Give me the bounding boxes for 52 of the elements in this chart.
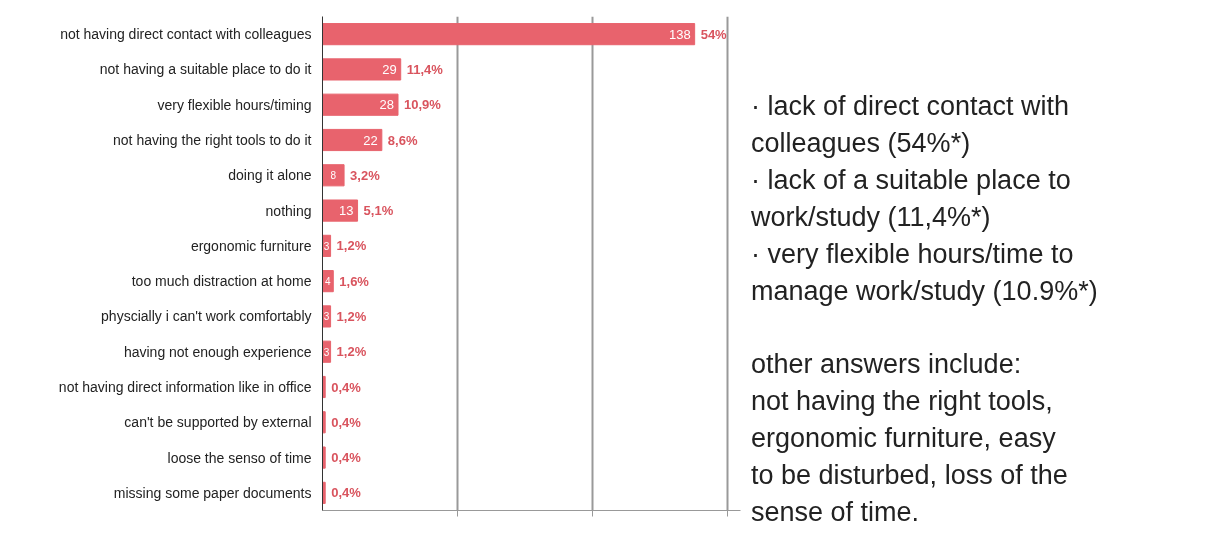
- annotation: 11,4%: [406, 61, 444, 77]
- annotation: 5,1%: [363, 203, 394, 219]
- text: other answers include: not having the right tools, ergonomic furniture, easy to be disturbed, loss of the sense of time.: [751, 348, 1069, 529]
- y-tick-label: ergonomic furniture: [190, 237, 312, 254]
- annotation: 0,4%: [331, 450, 362, 466]
- data-label: 22: [363, 132, 378, 148]
- y-tick-label: missing some paper documents: [113, 484, 312, 501]
- bar: [322, 58, 402, 81]
- annotation: 54%: [700, 26, 728, 42]
- y-tick-label: physcially i can't work comfortably: [101, 308, 312, 325]
- annotation: 1,2%: [336, 308, 367, 324]
- y-tick-label: not having a suitable place to do it: [99, 61, 312, 78]
- annotation: 0,4%: [331, 485, 362, 501]
- bar: [322, 411, 326, 434]
- annotation: 0,4%: [331, 379, 362, 395]
- y-tick-label: having not enough experience: [123, 343, 312, 360]
- y-tick-label: not having the right tools to do it: [113, 132, 312, 148]
- y-tick-label: can't be supported by external: [124, 414, 312, 431]
- text: · very flexible hours/time to manage work/study (10.9%*): [751, 238, 1098, 308]
- y-tick-label: not having direct contact with colleagues: [60, 26, 312, 43]
- data-label: 8: [330, 170, 337, 182]
- annotation: 0,4%: [331, 414, 362, 430]
- bar: [322, 481, 326, 504]
- data-label: 29: [382, 61, 397, 77]
- text: · lack of direct contact with colleagues (54%*): [751, 90, 1071, 160]
- data-label: 13: [339, 203, 354, 219]
- bar: [322, 446, 326, 469]
- data-label: 3: [323, 240, 330, 252]
- data-label: 3: [323, 346, 330, 358]
- data-label: 28: [379, 97, 395, 113]
- data-label: 138: [668, 26, 691, 42]
- data-label: 4: [325, 276, 332, 288]
- annotation: 1,2%: [336, 344, 367, 360]
- annotation: 3,2%: [350, 167, 381, 183]
- annotation: 1,2%: [336, 238, 367, 254]
- bar: [322, 375, 326, 399]
- y-tick-label: too much distraction at home: [131, 273, 312, 290]
- bar: [322, 164, 345, 187]
- y-tick-label: doing it alone: [228, 167, 312, 184]
- y-tick-label: not having direct information like in office: [58, 379, 312, 395]
- y-tick-label: loose the senso of time: [167, 449, 312, 466]
- data-label: 3: [323, 311, 330, 323]
- y-tick-label: very flexible hours/timing: [157, 96, 312, 113]
- bar: [322, 199, 359, 222]
- bar: [322, 93, 399, 116]
- annotation: 8,6%: [387, 132, 418, 148]
- annotation: 1,6%: [339, 273, 370, 289]
- bar: [322, 23, 696, 46]
- bar: [322, 128, 383, 152]
- annotation: 10,9%: [404, 97, 442, 113]
- y-tick-label: nothing: [265, 202, 312, 219]
- text: · lack of a suitable place to work/study (11,4%*): [751, 164, 1072, 234]
